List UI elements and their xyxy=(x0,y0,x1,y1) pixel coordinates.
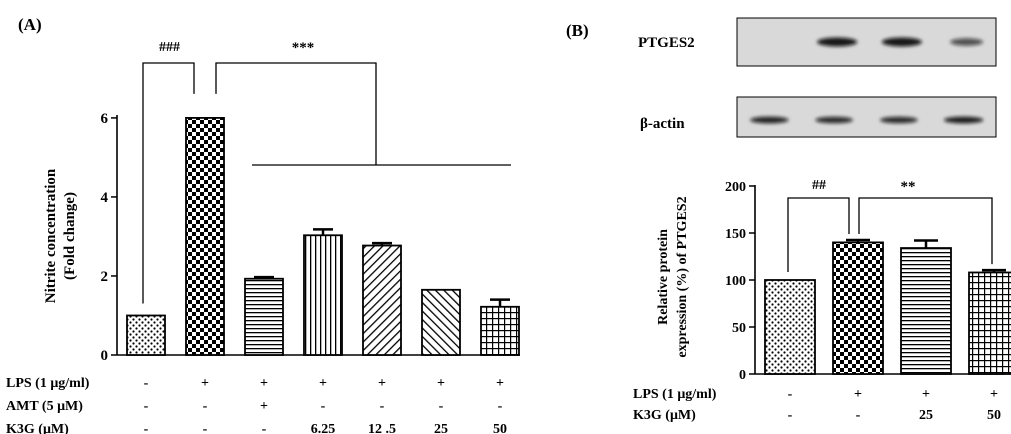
panel-a-bar xyxy=(126,314,166,356)
panel-a-condition-label: LPS (1 μg/ml) xyxy=(6,376,90,391)
panel-b: (B) PTGES2 β-actin Relative protein expr… xyxy=(566,17,1011,423)
panel-b-ytick-label: 150 xyxy=(725,227,746,242)
panel-a-condition-value: + xyxy=(260,399,268,414)
panel-b-bars xyxy=(764,238,1011,375)
panel-b-condition-value: 50 xyxy=(987,408,1001,423)
panel-a-y-ticks: 0 2 4 6 xyxy=(101,111,117,364)
panel-b-condition-label: LPS (1 μg/ml) xyxy=(633,387,717,402)
panel-a-ylabel-line-1: Nitrite concentration xyxy=(43,168,59,303)
panel-a-condition-value: - xyxy=(380,399,385,414)
panel-a-condition-value: + xyxy=(496,376,504,391)
panel-a-condition-value: 12 .5 xyxy=(368,422,396,434)
panel-b-condition-value: + xyxy=(990,387,998,402)
panel-b-ytick-label: 0 xyxy=(739,368,746,383)
panel-a-condition-value: 6.25 xyxy=(311,422,336,434)
panel-a-conditions: LPS (1 μg/ml) - + + + + + + AMT (5 μM) - - + - - - - K3G… xyxy=(6,376,507,434)
panel-b-condition-value: - xyxy=(788,387,793,402)
panel-a-condition-value: + xyxy=(437,376,445,391)
blot-strip xyxy=(736,96,997,138)
panel-a-sig-hash: ### xyxy=(159,40,180,55)
panel-a: (A) Nitrite concentration (Fold change) … xyxy=(6,15,520,434)
panel-a-bars xyxy=(126,117,520,356)
panel-a-condition-value: - xyxy=(144,376,149,391)
panel-a-condition-value: - xyxy=(262,422,267,434)
panel-a-condition-value: - xyxy=(203,422,208,434)
panel-b-ytick-label: 200 xyxy=(725,180,746,195)
blot-band xyxy=(750,116,789,124)
panel-a-condition-value: - xyxy=(498,399,503,414)
panel-a-condition-label: K3G (μM) xyxy=(6,422,69,434)
panel-a-condition-value: + xyxy=(201,376,209,391)
panel-b-condition-value: - xyxy=(788,408,793,423)
panel-b-ytick-label: 50 xyxy=(732,321,746,336)
panel-a-bar xyxy=(362,244,402,356)
panel-a-condition-label: AMT (5 μM) xyxy=(6,399,83,414)
panel-b-blots xyxy=(736,17,997,138)
panel-a-ylabel: Nitrite concentration (Fold change) xyxy=(43,168,78,303)
blot-band xyxy=(880,116,918,124)
panel-b-ylabel: Relative protein expression (%) of PTGES… xyxy=(656,196,690,357)
panel-a-condition-value: - xyxy=(144,399,149,414)
panel-a-bar xyxy=(480,305,520,356)
panel-b-bracket-hash xyxy=(787,197,850,272)
panel-a-condition-value: 25 xyxy=(434,422,448,434)
blot-band xyxy=(943,116,984,124)
panel-b-bar xyxy=(764,279,816,375)
blot-band xyxy=(950,38,984,46)
blot-band xyxy=(881,37,922,47)
panel-a-condition-value: 50 xyxy=(493,422,507,434)
panel-b-bar xyxy=(900,247,952,375)
panel-b-sig-star: ** xyxy=(901,179,916,195)
panel-b-ytick-label: 100 xyxy=(725,274,746,289)
blot-band xyxy=(817,37,858,47)
panel-b-ylabel-line-1: Relative protein xyxy=(656,229,671,325)
panel-b-bar xyxy=(968,271,1011,375)
panel-a-condition-value: - xyxy=(439,399,444,414)
panel-a-bar xyxy=(244,277,284,356)
panel-b-significance: ## ** xyxy=(787,178,993,272)
blot-actin-label: β-actin xyxy=(640,116,685,132)
panel-b-conditions: LPS (1 μg/ml) - + + + K3G (μM) - - 25 50 xyxy=(633,387,1001,423)
panel-a-ytick-label: 4 xyxy=(101,190,109,206)
blot-ptges2-label: PTGES2 xyxy=(638,35,695,51)
panel-a-ytick-label: 6 xyxy=(101,111,109,127)
panel-a-condition-value: - xyxy=(144,422,149,434)
panel-b-y-ticks: 0 50 100 150 200 xyxy=(725,180,755,383)
panel-a-bar xyxy=(185,117,225,356)
panel-a-label: (A) xyxy=(18,15,42,34)
panel-a-condition-value: + xyxy=(319,376,327,391)
panel-b-sig-hash: ## xyxy=(812,178,826,193)
panel-b-condition-value: - xyxy=(856,408,861,423)
panel-b-condition-value: + xyxy=(854,387,862,402)
panel-a-ytick-label: 0 xyxy=(101,348,109,364)
panel-b-bar xyxy=(832,241,884,375)
blot-band xyxy=(815,116,853,124)
panel-b-condition-value: 25 xyxy=(919,408,933,423)
panel-a-bar xyxy=(421,288,461,356)
panel-a-condition-value: - xyxy=(203,399,208,414)
panel-b-bracket-star xyxy=(858,197,993,265)
panel-a-bar xyxy=(303,234,343,356)
panel-a-condition-value: + xyxy=(378,376,386,391)
panel-a-condition-value: + xyxy=(260,376,268,391)
panel-a-bracket-star xyxy=(215,62,377,165)
panel-a-ylabel-line-2: (Fold change) xyxy=(62,192,78,280)
panel-b-label: (B) xyxy=(566,21,589,40)
panel-b-condition-value: + xyxy=(922,387,930,402)
panel-a-bracket-hash xyxy=(142,62,195,304)
panel-b-ylabel-line-2: expression (%) of PTGES2 xyxy=(675,196,690,357)
panel-a-significance: ### *** xyxy=(142,40,511,304)
panel-a-ytick-label: 2 xyxy=(101,269,109,285)
panel-a-condition-value: - xyxy=(321,399,326,414)
panel-a-sig-star: *** xyxy=(292,40,315,56)
panel-b-condition-label: K3G (μM) xyxy=(633,408,696,423)
